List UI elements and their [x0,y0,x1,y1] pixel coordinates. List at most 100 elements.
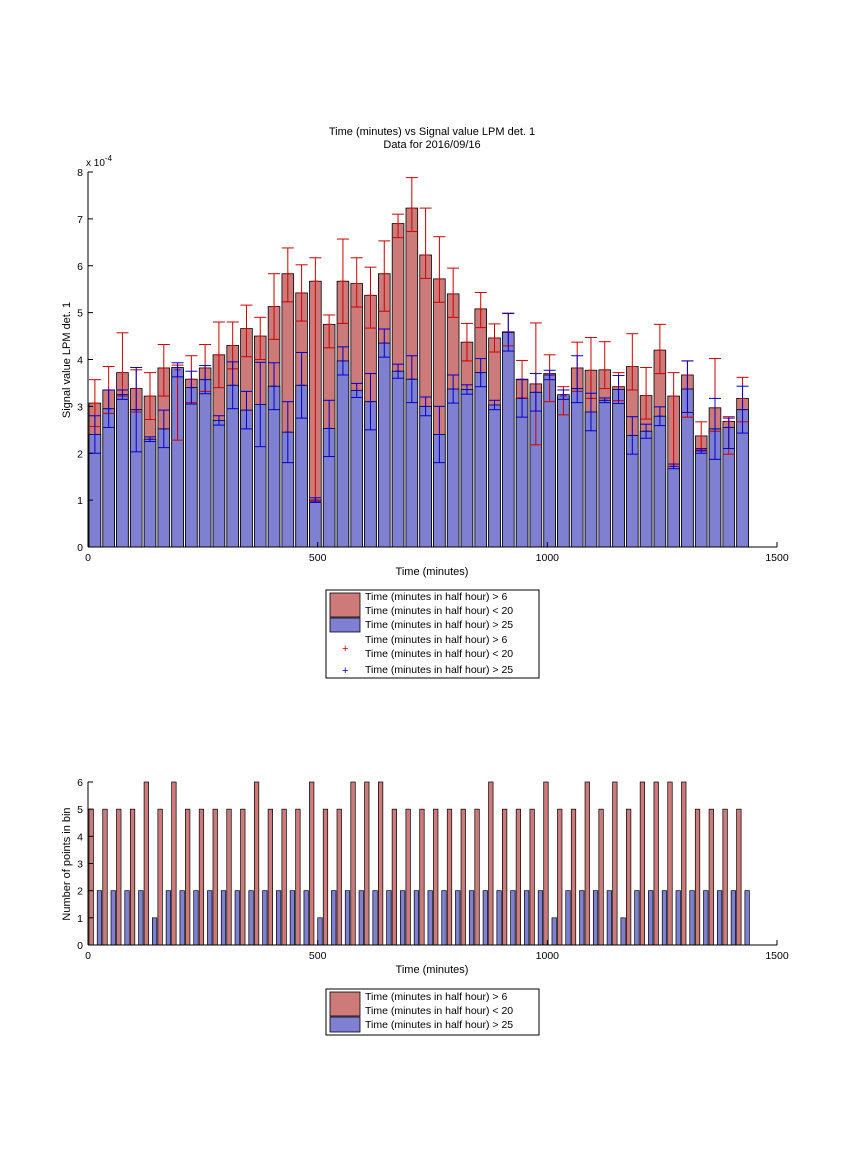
count-legend-label-series-a-line1: Time (minutes in half hour) > 6 [365,991,507,1003]
count-bar [441,890,447,946]
errorbar [529,373,542,412]
count-bar [143,781,149,946]
count-legend-label-series-a-line2: Time (minutes in half hour) < 20 [365,1005,513,1017]
y-tick-label: 4 [77,831,83,843]
count-bar [303,890,309,946]
bar [309,499,322,548]
count-bar [529,808,535,946]
errorbar [598,397,611,404]
errorbar [516,379,529,418]
errorbar [295,264,308,322]
x-tick-label: 1500 [765,950,789,962]
count-bar [551,917,557,946]
errorbar [474,358,487,388]
chart-title: Time (minutes) vs Signal value LPM det. … [329,126,535,138]
count-bar [722,808,728,946]
legend-err-label-series-b: Time (minutes in half hour) > 25 [365,664,513,676]
count-bar [336,808,342,946]
x-tick-label: 0 [85,950,91,962]
count-bar [502,808,508,946]
errorbar [309,497,322,503]
errorbar [681,360,694,413]
legend-err-label-series-a-line2: Time (minutes in half hour) < 20 [365,648,513,660]
errorbar [433,236,446,303]
bar [488,404,501,548]
count-bar [317,917,323,946]
count-bar [648,890,654,946]
count-bar [708,808,714,946]
count-bar [207,890,213,946]
x-tick-label: 0 [85,552,91,564]
bar [116,394,129,548]
bar [226,384,239,548]
bar [378,342,391,548]
errorbar [295,351,308,419]
errorbar [268,273,281,340]
count-bar [262,890,268,946]
count-bar [592,890,599,946]
chart-subtitle: Data for 2016/09/16 [383,139,480,151]
count-bar [730,890,736,946]
errorbar [268,362,281,411]
series-b-errorbars [88,313,749,503]
count-bar [667,781,673,946]
count-bar [377,781,384,946]
legend-box [325,589,540,679]
errorbar [199,365,212,395]
x-tick-label: 1000 [536,950,560,962]
legend-marker-series-a: + [342,643,348,655]
count-bar [253,781,260,946]
count-bar [96,890,103,946]
count-bar [405,808,411,946]
errorbar [640,366,653,420]
x-tick-label: 1500 [765,552,789,564]
errorbar [240,304,253,358]
bar [460,389,474,548]
errorbar [392,363,405,379]
y-tick-label: 1 [77,495,83,507]
count-bar [152,917,158,946]
errorbar [144,436,157,443]
errorbar [240,390,253,430]
errorbar [488,323,501,353]
count-bar [468,890,475,946]
y-exponent-power: -4 [105,154,113,163]
bar [653,415,667,548]
errorbar [157,344,170,397]
count-bar [267,808,273,946]
count-bar [171,781,177,946]
count-bar [524,890,530,946]
errorbar [254,361,267,448]
bar [515,398,529,548]
errorbar [708,397,721,460]
errorbar [502,313,515,352]
errorbar [336,238,349,324]
count-bar [694,808,701,946]
errorbar [460,384,473,395]
errorbar [157,409,170,449]
count-bar [510,890,516,946]
count-bar [322,808,329,946]
errorbar [640,423,653,439]
count-legend-swatch-series-b [329,1016,361,1033]
errorbar [323,314,336,349]
errorbar [405,355,418,404]
x-axis-label: Time (minutes) [396,566,469,578]
errorbar [543,369,556,381]
count-bar [515,808,521,946]
count-bar [413,890,420,946]
count-bar [193,890,199,946]
errorbar [447,374,460,404]
y-tick-label: 1 [77,913,83,925]
signal-chart: Time (minutes) vs Signal value LPM det. … [61,126,789,679]
count-series-a-bars [88,781,742,946]
count-chart: 0 500 1000 1500 0 1 2 3 4 5 6 Time (minutes) Numbe… [61,777,789,1036]
legend-swatch-series-a [329,592,361,618]
errorbar [695,421,708,451]
errorbar [612,374,625,405]
bar [102,408,115,548]
errorbar [405,177,418,233]
errorbar [474,291,487,329]
count-bar [496,890,502,946]
